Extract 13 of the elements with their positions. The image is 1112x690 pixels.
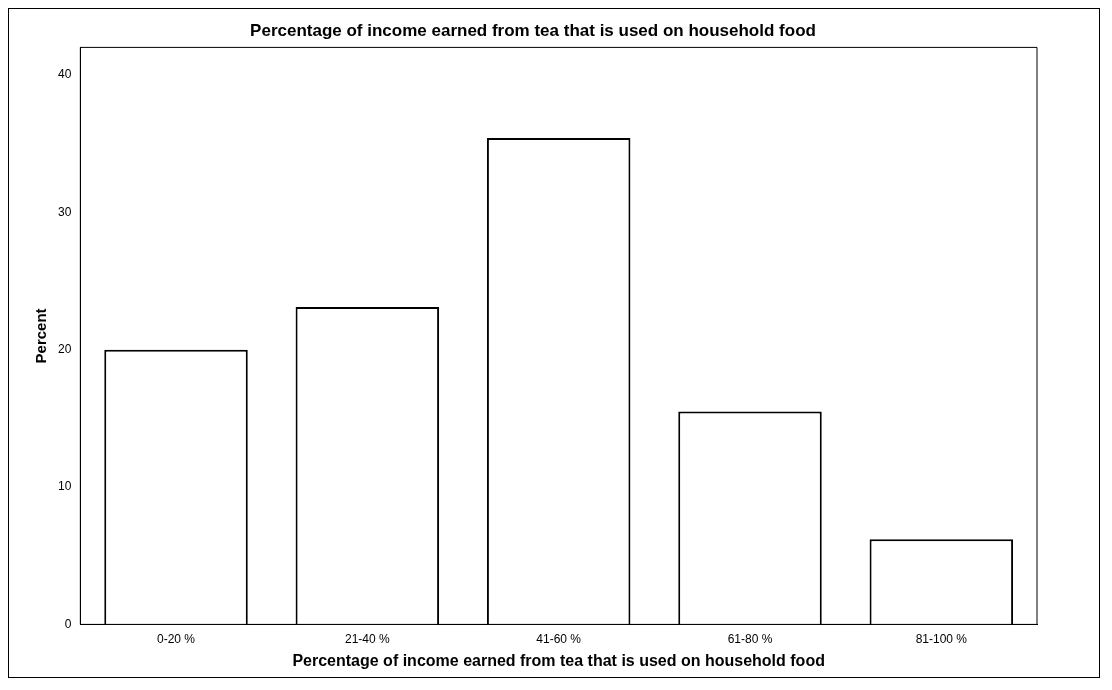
x-tick-label: 61-80 %	[727, 631, 773, 646]
chart-title: Percentage of income earned from tea that is used on household food	[250, 20, 816, 40]
y-tick-label: 10	[57, 479, 72, 494]
y-tick-label: 40	[57, 67, 72, 82]
y-tick-label: 0	[64, 616, 72, 631]
x-axis-title: Percentage of income earned from tea that is used on household food	[292, 651, 825, 669]
x-tick-label: 81-100 %	[915, 631, 968, 646]
x-tick-label: 21-40 %	[344, 631, 391, 646]
y-tick-label: 30	[57, 204, 72, 219]
y-axis-title: Percent	[32, 308, 50, 364]
x-tick-label: 41-60 %	[536, 631, 582, 646]
y-tick-label: 20	[57, 341, 72, 356]
x-tick-label: 0-20 %	[157, 631, 196, 646]
